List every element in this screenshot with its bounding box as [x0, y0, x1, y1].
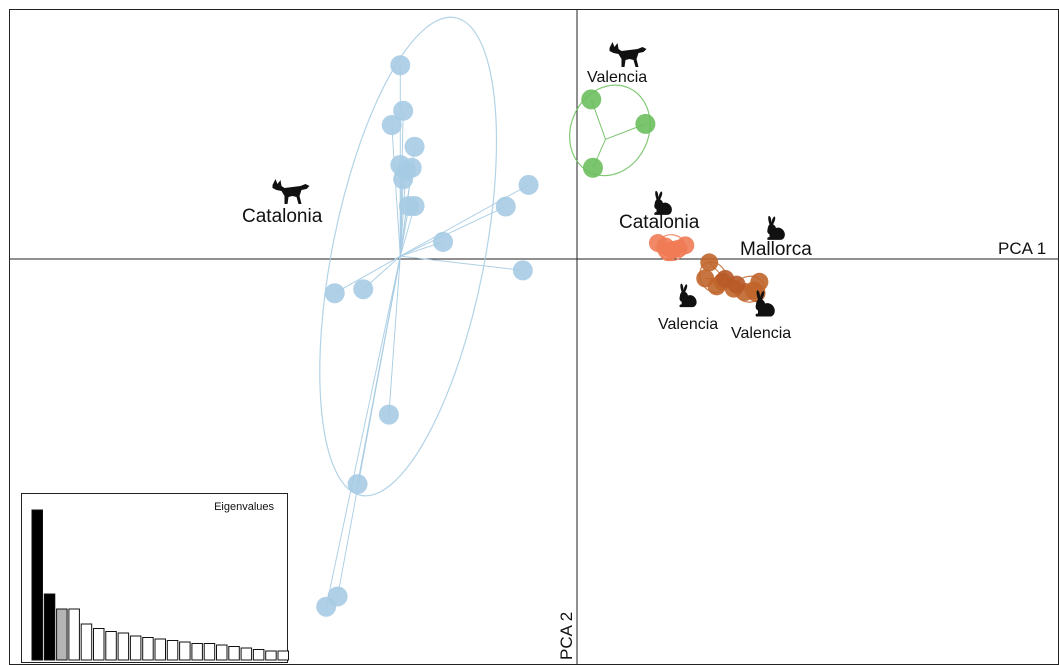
- eigenvalue-bar: [117, 632, 130, 661]
- point-catalonia-fox: [347, 474, 368, 495]
- spoke-catalonia-fox: [391, 125, 401, 257]
- eigenvalue-bar: [142, 637, 154, 661]
- group-label-valencia-rabbit-2: Valencia: [731, 290, 791, 342]
- point-catalonia-fox: [353, 279, 374, 300]
- point-catalonia-fox: [396, 160, 416, 181]
- point-catalonia-fox: [495, 196, 516, 217]
- eigenvalue-bar: [228, 646, 240, 661]
- eigenvalue-bar: [31, 509, 43, 661]
- group-label-valencia-rabbit-1: Valencia: [658, 283, 718, 333]
- spoke-catalonia-fox: [334, 255, 401, 294]
- label-mallorca-rabbit: Mallorca: [740, 239, 812, 260]
- eigenvalue-bar: [240, 647, 253, 661]
- spoke-catalonia-fox: [400, 184, 529, 257]
- point-catalonia-fox: [316, 596, 337, 617]
- point-catalonia-fox: [404, 195, 425, 216]
- group-label-catalonia-fox: Catalonia: [242, 179, 323, 227]
- point-catalonia-fox: [393, 100, 414, 121]
- point-valencia-fox: [635, 113, 656, 134]
- spoke-catalonia-fox: [388, 256, 401, 415]
- fox-icon: [272, 179, 310, 204]
- point-catalonia-rabbit: [676, 236, 695, 255]
- y-axis-label: PCA 2: [557, 612, 576, 660]
- point-valencia-fox: [582, 157, 603, 178]
- label-valencia-rabbit-2: Valencia: [731, 325, 791, 342]
- eigenvalue-bar: [265, 650, 277, 661]
- rabbit-icon: [679, 283, 697, 308]
- eigenvalue-bar: [56, 608, 68, 661]
- fox-icon: [609, 42, 647, 67]
- eigenvalue-bar: [154, 638, 166, 661]
- point-valencia-rabbit-1: [700, 253, 719, 272]
- point-catalonia-fox: [512, 260, 533, 281]
- group-label-mallorca-rabbit: Mallorca: [740, 215, 812, 260]
- data-points: [316, 55, 769, 617]
- eigenvalue-bar: [277, 650, 289, 661]
- eigenvalue-bar: [216, 644, 228, 661]
- point-catalonia-fox: [518, 174, 539, 195]
- eigenvalues-inset: Eigenvalues: [21, 493, 289, 663]
- eigenvalue-bar: [43, 593, 56, 661]
- point-mallorca-rabbit: [727, 275, 746, 294]
- group-label-valencia-fox: Valencia: [587, 42, 647, 86]
- eigenvalue-bar: [93, 628, 105, 661]
- eigenvalue-bar: [179, 641, 191, 661]
- point-catalonia-fox: [378, 404, 399, 425]
- point-valencia-fox: [581, 89, 602, 110]
- spoke-catalonia-fox: [400, 255, 523, 271]
- eigenvalues-title: Eigenvalues: [214, 501, 274, 513]
- x-axis-label: PCA 1: [998, 239, 1046, 258]
- eigenvalue-bar: [129, 635, 142, 661]
- eigenvalue-bar: [166, 640, 179, 661]
- spoke-catalonia-fox: [400, 206, 506, 257]
- eigenvalue-bar: [191, 643, 203, 661]
- eigenvalue-bar: [80, 623, 93, 661]
- ellipse-catalonia-fox: [319, 16, 498, 497]
- label-valencia-fox: Valencia: [587, 69, 647, 86]
- eigenvalue-bars: [31, 509, 289, 661]
- point-catalonia-fox: [433, 231, 454, 252]
- label-valencia-rabbit-1: Valencia: [658, 316, 718, 333]
- group-label-catalonia-rabbit: Catalonia: [619, 190, 700, 233]
- spoke-catalonia-fox: [337, 256, 401, 597]
- eigenvalue-bar: [68, 608, 80, 661]
- label-catalonia-rabbit: Catalonia: [619, 212, 700, 233]
- group-spokes: [325, 65, 760, 607]
- spoke-catalonia-fox: [325, 256, 401, 607]
- point-catalonia-fox: [390, 55, 411, 76]
- rabbit-icon: [767, 215, 785, 240]
- point-catalonia-rabbit: [659, 243, 678, 262]
- label-catalonia-fox: Catalonia: [242, 206, 323, 227]
- group-ellipses: [319, 16, 766, 497]
- point-catalonia-fox: [381, 115, 402, 136]
- eigenvalue-bar: [105, 631, 117, 661]
- eigenvalue-bar: [203, 643, 216, 661]
- point-catalonia-fox: [404, 136, 425, 157]
- point-catalonia-fox: [324, 283, 345, 304]
- eigenvalue-bar: [252, 649, 265, 661]
